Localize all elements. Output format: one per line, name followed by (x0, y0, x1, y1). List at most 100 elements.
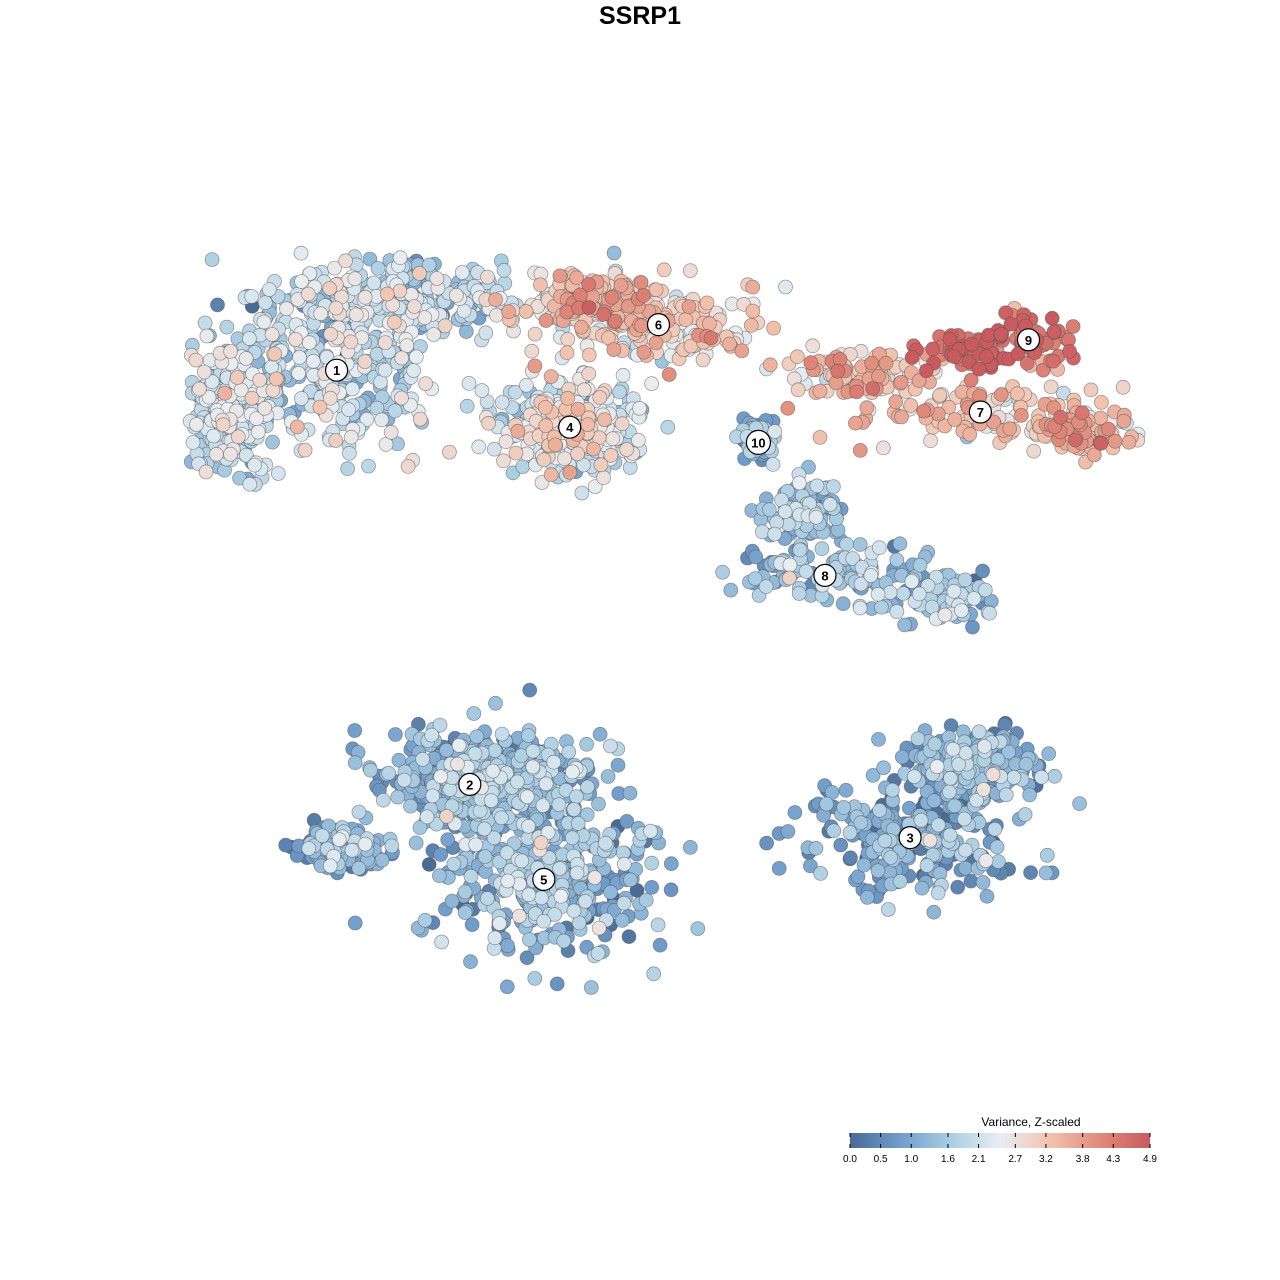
cell-point (565, 764, 580, 780)
cell-point (663, 856, 679, 872)
cell-point (619, 442, 635, 457)
cell-point (678, 312, 694, 328)
cell-point (538, 776, 554, 792)
cell-point (790, 349, 805, 365)
cell-point (874, 599, 889, 615)
cell-point (919, 858, 935, 873)
cell-point (357, 354, 373, 370)
cell-point (525, 743, 541, 759)
cell-point (510, 423, 526, 439)
cell-point (551, 797, 567, 812)
cell-point (660, 419, 676, 435)
cell-point (947, 412, 963, 427)
cell-point (1053, 409, 1068, 425)
legend-tick-label: 4.9 (1143, 1154, 1157, 1165)
cell-point (892, 536, 908, 552)
cell-point (1100, 421, 1116, 437)
cell-point (989, 839, 1005, 855)
cell-point (1046, 324, 1062, 340)
cell-point (977, 582, 993, 598)
cell-point (471, 439, 487, 455)
cell-point (593, 457, 609, 473)
cell-point (777, 504, 793, 520)
cell-point (441, 444, 457, 460)
cell-point (910, 731, 926, 747)
cell-point (1045, 353, 1061, 369)
cell-point (848, 415, 863, 431)
cell-point (951, 757, 967, 772)
cell-point (305, 353, 321, 369)
cell-point (893, 374, 909, 390)
cell-point (587, 870, 603, 885)
cell-point (560, 331, 576, 347)
cell-point (759, 835, 774, 851)
cell-point (889, 552, 905, 568)
cell-point (215, 417, 231, 433)
cell-point (547, 907, 563, 922)
cell-point (762, 357, 778, 373)
cell-point (808, 509, 824, 525)
cell-point (809, 478, 825, 494)
cell-point (876, 440, 891, 456)
cell-point (511, 908, 527, 924)
cell-point (888, 394, 904, 410)
cell-point (1093, 435, 1109, 451)
cell-point (536, 913, 552, 929)
cell-point (946, 349, 962, 365)
cell-point (351, 860, 367, 876)
cell-point (328, 433, 344, 448)
cell-point (798, 564, 814, 579)
cell-point (425, 788, 441, 804)
cell-point (341, 445, 357, 461)
cell-point (650, 917, 666, 933)
cell-point (911, 586, 927, 602)
cell-point (956, 811, 972, 827)
cell-point (552, 268, 568, 284)
cell-point (894, 749, 910, 765)
cell-point (387, 403, 403, 419)
cell-point (522, 682, 538, 698)
cell-point (313, 306, 329, 322)
cell-point (871, 540, 887, 556)
cell-point (646, 966, 662, 982)
cell-point (998, 787, 1014, 803)
cell-point (429, 271, 445, 286)
cell-point (644, 376, 659, 392)
cell-point (845, 551, 861, 566)
cell-point (521, 887, 537, 903)
cell-point (536, 452, 552, 468)
cell-point (494, 394, 510, 410)
cell-point (556, 933, 572, 949)
cell-point (238, 351, 254, 366)
cell-point (865, 768, 881, 783)
cell-point (261, 282, 277, 298)
cell-point (219, 319, 235, 335)
cell-point (206, 428, 222, 444)
cell-point (257, 400, 273, 416)
cell-point (383, 424, 399, 440)
cell-point (843, 850, 858, 866)
cell-point (392, 283, 408, 299)
cell-point (1068, 432, 1083, 448)
cell-point (454, 264, 470, 280)
cell-point (267, 346, 283, 362)
cell-point (479, 891, 495, 906)
cell-point (966, 591, 982, 606)
legend-tick-label: 3.2 (1039, 1154, 1053, 1165)
cell-point (406, 363, 422, 378)
cell-point (223, 343, 239, 359)
cell-point (521, 818, 536, 834)
cell-point (838, 782, 854, 798)
cell-point (518, 304, 534, 319)
cell-point (574, 485, 590, 501)
cell-point (553, 888, 569, 904)
cell-point (864, 355, 879, 371)
cell-point (486, 830, 502, 846)
cell-point (557, 451, 572, 467)
cell-point (293, 245, 309, 261)
cell-point (265, 434, 280, 450)
cell-point (467, 746, 483, 762)
cell-point (524, 343, 540, 359)
cell-point (408, 349, 424, 365)
cell-point (247, 457, 263, 473)
